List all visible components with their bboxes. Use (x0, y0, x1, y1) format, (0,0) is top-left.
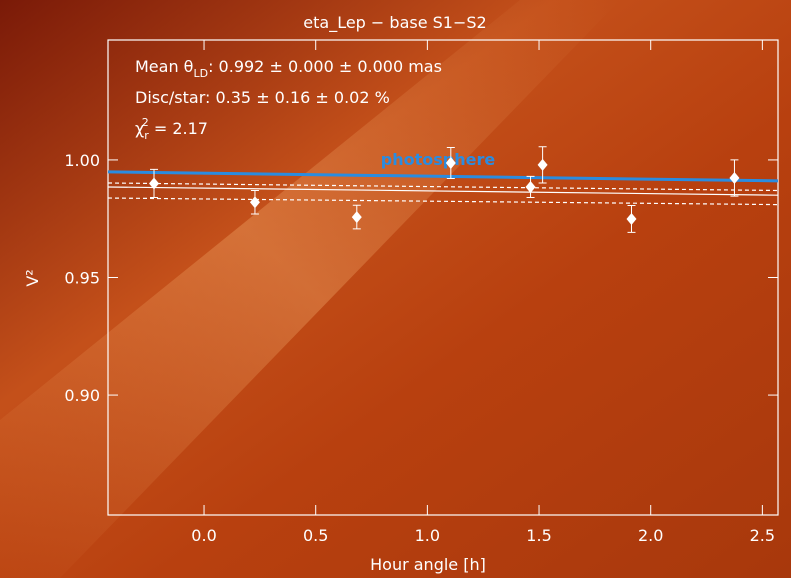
annotation-part: Disc/star: 0.35 ± 0.16 ± 0.02 % (135, 88, 390, 107)
x-tick-label: 2.0 (638, 526, 663, 545)
chart-title: eta_Lep − base S1−S2 (303, 13, 486, 33)
annotation-part: = 2.17 (149, 119, 208, 138)
model-line (107, 170, 779, 183)
annotation-part: : 0.992 ± 0.000 ± 0.000 mas (208, 57, 442, 76)
x-tick-label: 2.5 (750, 526, 775, 545)
data-point (626, 212, 637, 225)
x-tick-label: 0.0 (191, 526, 216, 545)
y-tick-label: 0.90 (64, 386, 100, 405)
annotation: χr2 = 2.17 (135, 116, 208, 142)
y-tick-label: 0.95 (64, 269, 100, 288)
data-point (445, 156, 456, 169)
data-point (525, 180, 536, 193)
annotation-part: Mean θ (135, 57, 193, 76)
x-tick-label: 1.5 (526, 526, 551, 545)
data-point (249, 196, 260, 209)
data-point (729, 172, 740, 185)
data-point (537, 158, 548, 171)
data-point (351, 211, 362, 224)
model-line (107, 186, 779, 196)
x-axis-label: Hour angle [h] (370, 555, 486, 574)
annotation-part: 2 (142, 116, 149, 129)
annotation-part: r (144, 129, 149, 142)
y-tick-label: 1.00 (64, 151, 100, 170)
annotation: Mean θLD: 0.992 ± 0.000 ± 0.000 mas (135, 57, 442, 80)
annotation: Disc/star: 0.35 ± 0.16 ± 0.02 % (135, 88, 390, 107)
background-streak (0, 0, 620, 578)
annotation-part: LD (193, 67, 208, 80)
data-point (149, 177, 160, 190)
line-label: photosphere (381, 150, 496, 169)
x-tick-label: 1.0 (415, 526, 440, 545)
x-tick-label: 0.5 (303, 526, 328, 545)
y-axis-label: V² (23, 269, 42, 286)
annotation-part: χ (135, 119, 144, 138)
